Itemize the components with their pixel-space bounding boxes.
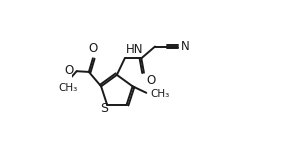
Text: N: N	[181, 40, 189, 53]
Text: O: O	[89, 42, 98, 55]
Text: CH₃: CH₃	[150, 89, 170, 98]
Text: S: S	[100, 102, 108, 115]
Text: HN: HN	[125, 43, 143, 56]
Text: O: O	[65, 64, 74, 77]
Text: CH₃: CH₃	[58, 83, 77, 93]
Text: O: O	[147, 74, 156, 87]
